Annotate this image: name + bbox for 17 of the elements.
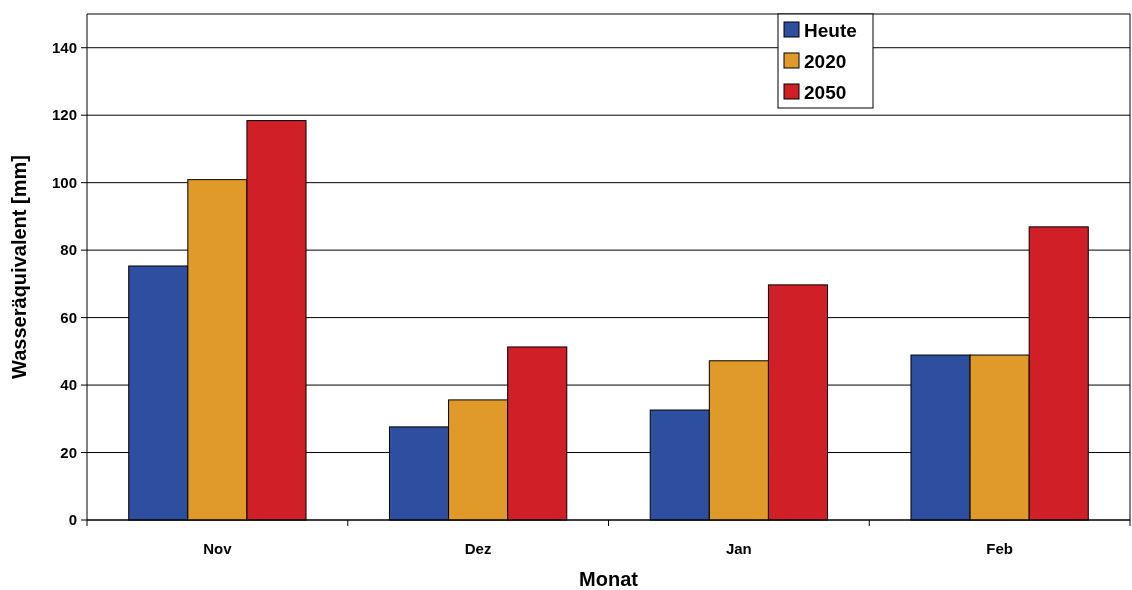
legend-label: 2050 [804, 81, 847, 103]
legend-label: 2020 [804, 50, 847, 72]
x-tick-label: Feb [986, 540, 1013, 557]
y-tick-label: 80 [60, 241, 77, 259]
x-tick-label: Nov [203, 540, 233, 557]
y-tick-label: 40 [60, 376, 77, 394]
x-tick-label: Jan [725, 540, 752, 557]
y-tick-label: 100 [51, 173, 77, 191]
y-axis-title: Wasseräquivalent [mm] [8, 155, 30, 379]
y-tick-label: 140 [51, 38, 77, 56]
x-tick-label: Dez [464, 540, 492, 557]
legend-label: Heute [804, 19, 857, 41]
y-tick-label: 0 [68, 511, 77, 529]
x-axis-title: Monat [579, 568, 639, 590]
y-tick-label: 120 [51, 106, 77, 124]
y-tick-label: 60 [60, 308, 77, 326]
y-tick-label: 20 [60, 443, 77, 461]
